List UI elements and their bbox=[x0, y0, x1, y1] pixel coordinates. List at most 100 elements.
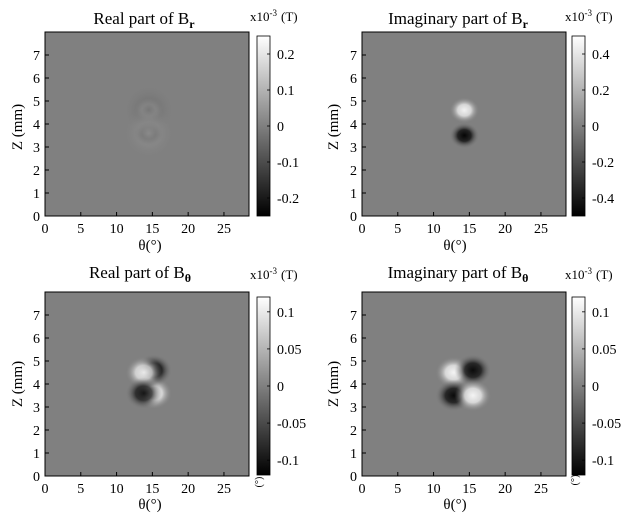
heatmap-features bbox=[449, 97, 480, 149]
heatmap-features bbox=[122, 84, 175, 160]
y-tick-label: 5 bbox=[350, 95, 357, 110]
panel-title: Real part of Bθ bbox=[89, 263, 191, 285]
x-tick-label: 0 bbox=[359, 482, 366, 497]
heatmap-feature-peak bbox=[454, 379, 492, 412]
y-tick-label: 4 bbox=[350, 118, 357, 133]
x-axis-label: θ(°) bbox=[443, 497, 466, 513]
panel-title: Imaginary part of Br bbox=[388, 9, 529, 31]
y-axis-label: Z (mm) bbox=[10, 361, 26, 407]
x-tick-label: 5 bbox=[77, 222, 84, 237]
heatmap-feature-peak bbox=[449, 97, 480, 124]
y-tick-label: 0 bbox=[350, 210, 357, 225]
y-tick-label: 3 bbox=[350, 141, 357, 156]
colorbar-tick-label: 0.05 bbox=[277, 343, 302, 358]
colorbar-tick-label: -0.05 bbox=[592, 417, 621, 432]
colorbar-tick-label: -0.4 bbox=[592, 192, 614, 207]
x-tick-label: 20 bbox=[181, 482, 195, 497]
y-tick-label: 3 bbox=[33, 401, 40, 416]
colorbar-multiplier: x10-3 (T) bbox=[565, 266, 613, 282]
heatmap-feature-trough bbox=[454, 354, 492, 387]
heatmap-features bbox=[435, 354, 492, 412]
colorbar-multiplier: x10-3 (T) bbox=[250, 266, 298, 282]
y-tick-label: 3 bbox=[350, 401, 357, 416]
x-axis-label: θ(°) bbox=[443, 238, 466, 254]
heatmap-area: 0 5 10 15 20 25 0 1 2 3 4 5 6 7 bbox=[33, 31, 250, 237]
colorbar-multiplier: x10-3 (T) bbox=[250, 8, 298, 24]
y-tick-label: 3 bbox=[33, 141, 40, 156]
heatmap-feature-trough bbox=[449, 122, 480, 149]
y-tick-label: 0 bbox=[33, 210, 40, 225]
y-tick-label: 1 bbox=[350, 447, 357, 462]
y-tick-label: 2 bbox=[350, 164, 357, 179]
x-tick-label: 20 bbox=[498, 482, 512, 497]
x-tick-label: 25 bbox=[217, 482, 231, 497]
colorbar-tick-label: -0.2 bbox=[277, 192, 299, 207]
heatmap-features bbox=[125, 354, 173, 410]
x-tick-label: 15 bbox=[145, 482, 159, 497]
x-axis-label: θ(°) bbox=[138, 238, 161, 254]
y-tick-label: 2 bbox=[33, 164, 40, 179]
panel-imag-br: Imaginary part of Br 0 5 10 15 20 2501234567 … bbox=[326, 8, 614, 254]
y-tick-label: 2 bbox=[350, 424, 357, 439]
colorbar-tick-label: 0 bbox=[592, 120, 599, 135]
colorbar-tick-label: 0 bbox=[592, 380, 599, 395]
x-tick-label: 20 bbox=[498, 222, 512, 237]
y-tick-label: 5 bbox=[350, 355, 357, 370]
x-axis-label: θ(°) bbox=[138, 497, 161, 513]
x-tick-label: 10 bbox=[110, 222, 124, 237]
panel-imag-btheta: Imaginary part of Bθ 0 5 10 15 20 2501234567 … bbox=[326, 263, 621, 513]
colorbar-tick-label: -0.05 bbox=[277, 417, 306, 432]
y-tick-label: 7 bbox=[33, 309, 40, 324]
panel-title: Imaginary part of Bθ bbox=[388, 263, 529, 285]
y-axis-label: Z (mm) bbox=[10, 104, 26, 150]
panel-title: Real part of Br bbox=[93, 9, 195, 31]
y-tick-label: 6 bbox=[33, 332, 40, 347]
x-tick-label: 15 bbox=[462, 222, 476, 237]
colorbar: -0.1 -0.05 0 0.05 0.1 bbox=[571, 296, 621, 476]
y-tick-label: 6 bbox=[350, 72, 357, 87]
colorbar-tick-label: 0.05 bbox=[592, 343, 617, 358]
y-tick-label: 7 bbox=[350, 49, 357, 64]
x-tick-label: 0 bbox=[42, 222, 49, 237]
heatmap-area: 0 5 10 15 20 25 0 1 2 3 4 5 6 7 bbox=[350, 31, 567, 237]
x-tick-label: 10 bbox=[110, 482, 124, 497]
colorbar-tick-label: -0.1 bbox=[592, 454, 614, 469]
colorbar-extra-label: (°) bbox=[254, 477, 265, 488]
x-tick-label: 0 bbox=[42, 482, 49, 497]
colorbar: -0.2 -0.1 0 0.1 0.2 bbox=[256, 35, 299, 217]
y-tick-label: 6 bbox=[33, 72, 40, 87]
y-tick-label: 0 bbox=[33, 470, 40, 485]
colorbar-tick-label: 0.2 bbox=[592, 84, 610, 99]
x-tick-label: 0 bbox=[359, 222, 366, 237]
heatmap-feature-halo bbox=[122, 107, 175, 160]
colorbar-tick-label: -0.1 bbox=[277, 156, 299, 171]
colorbar-tick-label: -0.2 bbox=[592, 156, 614, 171]
y-tick-label: 5 bbox=[33, 95, 40, 110]
y-tick-label: 4 bbox=[33, 378, 40, 393]
x-tick-label: 5 bbox=[394, 482, 401, 497]
colorbar-tick-label: 0.2 bbox=[277, 48, 295, 63]
y-tick-label: 6 bbox=[350, 332, 357, 347]
y-axis-label: Z (mm) bbox=[326, 104, 342, 150]
y-tick-label: 4 bbox=[33, 118, 40, 133]
y-tick-label: 4 bbox=[350, 378, 357, 393]
colorbar-extra-label: (°) bbox=[570, 475, 581, 486]
colorbar-tick-label: 0.1 bbox=[277, 84, 295, 99]
x-tick-label: 5 bbox=[77, 482, 84, 497]
x-tick-label: 5 bbox=[394, 222, 401, 237]
y-tick-label: 1 bbox=[33, 447, 40, 462]
x-tick-label: 15 bbox=[462, 482, 476, 497]
colorbar-tick-label: 0.1 bbox=[277, 306, 295, 321]
y-tick-label: 0 bbox=[350, 470, 357, 485]
colorbar: -0.1 -0.05 0 0.05 0.1 bbox=[256, 296, 306, 476]
x-tick-label: 25 bbox=[217, 222, 231, 237]
y-tick-label: 1 bbox=[33, 187, 40, 202]
x-tick-label: 25 bbox=[534, 482, 548, 497]
colorbar-tick-label: 0.4 bbox=[592, 48, 610, 63]
colorbar-tick-label: -0.1 bbox=[277, 454, 299, 469]
colorbar: -0.4 -0.2 0 0.2 0.4 bbox=[571, 35, 614, 217]
y-axis-label: Z (mm) bbox=[326, 361, 342, 407]
